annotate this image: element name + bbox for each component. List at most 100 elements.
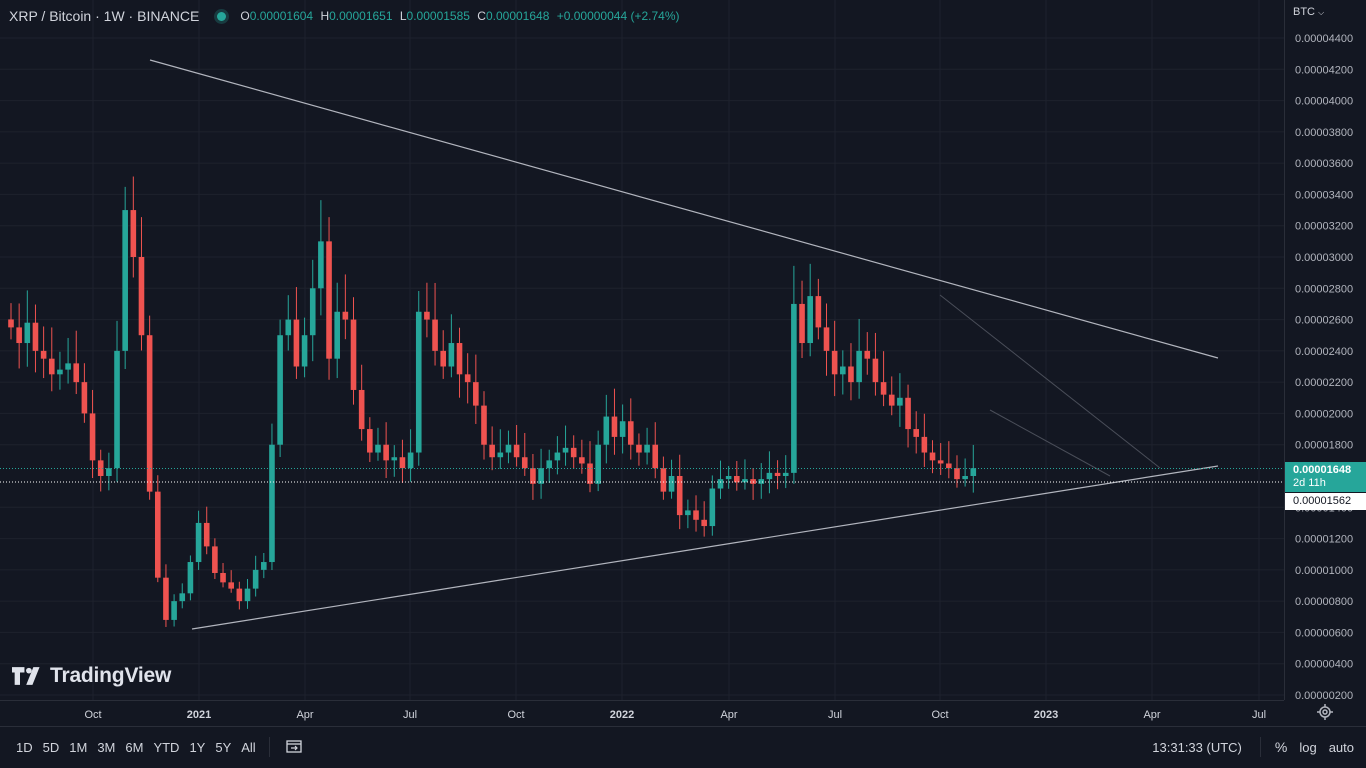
candle-body: [554, 452, 561, 461]
candle-body: [652, 444, 659, 469]
candle-body: [40, 350, 47, 359]
candle-body: [383, 444, 389, 461]
low-value: 0.00001585: [406, 9, 470, 23]
countdown-label: 2d 11h: [1293, 477, 1326, 489]
candle-body: [407, 452, 414, 469]
log-scale-toggle[interactable]: log: [1299, 739, 1317, 755]
candle-body: [782, 472, 789, 476]
currency-selector[interactable]: BTC ⌵: [1293, 6, 1324, 18]
range-6m-button[interactable]: 6M: [125, 739, 144, 755]
candle-body: [840, 366, 846, 375]
channel-line[interactable]: [939, 294, 1161, 469]
price-tick-label: 0.00004400: [1295, 33, 1353, 45]
candle-body: [864, 350, 871, 359]
trendline[interactable]: [191, 465, 1219, 630]
price-tick-label: 0.00000600: [1295, 627, 1353, 639]
candle-body: [187, 562, 194, 594]
candle-body: [668, 476, 675, 492]
candle-body: [897, 397, 903, 406]
crosshair-price-label: 0.00001562: [1293, 495, 1352, 507]
candle-body: [880, 382, 887, 395]
price-tick-label: 0.00003000: [1295, 252, 1353, 264]
open-value: 0.00001604: [249, 9, 314, 23]
range-all-button[interactable]: All: [241, 739, 256, 755]
candle-body: [391, 457, 398, 461]
candle-body: [163, 577, 169, 620]
chevron-down-icon: ⌵: [1318, 8, 1325, 17]
current-price-tag: 0.00001648 2d 11h: [1285, 462, 1366, 492]
candle-body: [195, 522, 202, 563]
candle-body: [937, 460, 944, 464]
candle-body: [627, 421, 634, 445]
candle-body: [913, 429, 920, 437]
candle-body: [261, 562, 267, 570]
candle-body: [513, 444, 520, 458]
candle-body: [130, 210, 137, 257]
candle-body: [595, 444, 601, 484]
range-3m-button[interactable]: 3M: [97, 739, 116, 755]
price-tick-label: 0.00004000: [1295, 96, 1353, 108]
candle-body: [791, 303, 797, 473]
candle-body: [456, 343, 463, 375]
candle-body: [619, 421, 626, 437]
candle-body: [334, 311, 340, 359]
range-1m-button[interactable]: 1M: [69, 739, 88, 755]
candle-body: [16, 327, 22, 344]
candle-body: [244, 588, 251, 602]
candle-body: [946, 463, 952, 469]
candle-body: [685, 510, 691, 516]
candle-body: [823, 327, 830, 351]
candle-body: [970, 468, 977, 476]
crosshair-price-tag: 0.00001562: [1285, 493, 1366, 510]
candle-body: [106, 468, 112, 476]
candle-body: [709, 488, 716, 527]
range-5y-button[interactable]: 5Y: [215, 739, 232, 755]
price-axis[interactable]: 0.00004400 0.00004200 0.00004000 0.00003800…: [1284, 0, 1366, 702]
range-5d-button[interactable]: 5D: [42, 739, 60, 755]
price-tick-label: 0.00002200: [1295, 377, 1353, 389]
candle-body: [954, 468, 960, 480]
candle-body: [473, 382, 479, 406]
time-axis[interactable]: Oct 2021 Apr Jul Oct 2022 Apr Jul Oct 2023 Apr Jul: [0, 700, 1284, 727]
clock-time[interactable]: 13:31:33 (UTC): [1152, 739, 1242, 755]
trendline[interactable]: [149, 59, 1219, 359]
price-axis-labels: 0.00004400 0.00004200 0.00004000 0.00003800…: [1295, 33, 1353, 702]
toolbar-divider: [1259, 737, 1261, 757]
auto-scale-toggle[interactable]: auto: [1328, 739, 1354, 755]
price-tick-label: 0.00003600: [1295, 158, 1353, 170]
price-tick-label: 0.00003400: [1295, 189, 1353, 201]
price-tick-label: 0.00000800: [1295, 596, 1353, 608]
candle-body: [114, 350, 120, 469]
time-tick-label: Apr: [296, 709, 313, 721]
candle-body: [228, 582, 234, 589]
candle-body: [399, 457, 406, 469]
candle-body: [774, 472, 781, 476]
candle-body: [929, 452, 936, 461]
candle-body: [318, 241, 324, 289]
chart-canvas[interactable]: [0, 0, 1284, 700]
channel-line[interactable]: [989, 409, 1111, 477]
range-1y-button[interactable]: 1Y: [189, 739, 206, 755]
candle-body: [848, 366, 854, 383]
price-tick-label: 0.00002400: [1295, 346, 1353, 358]
symbol-title[interactable]: XRP / Bitcoin · 1W · BINANCE: [9, 8, 200, 24]
candle-body: [758, 479, 765, 484]
logo-text: TradingView: [50, 664, 172, 687]
candle-body: [888, 394, 895, 406]
close-label: C: [477, 9, 486, 23]
settings-gear-icon[interactable]: [1316, 703, 1336, 723]
price-tick-label: 0.00001800: [1295, 440, 1353, 452]
date-range-icon[interactable]: [284, 738, 304, 757]
candle-body: [277, 335, 283, 445]
candle-body: [301, 335, 308, 367]
range-ytd-button[interactable]: YTD: [153, 739, 180, 755]
price-tick-label: 0.00002800: [1295, 283, 1353, 295]
candle-body: [236, 588, 243, 602]
high-value: 0.00001651: [329, 9, 393, 23]
candle-body: [269, 444, 275, 563]
candle-body: [546, 460, 553, 469]
tradingview-logo[interactable]: TradingView: [12, 664, 171, 688]
range-1d-button[interactable]: 1D: [16, 739, 33, 755]
percent-scale-toggle[interactable]: %: [1274, 739, 1288, 755]
candlestick-chart[interactable]: [0, 0, 1284, 700]
